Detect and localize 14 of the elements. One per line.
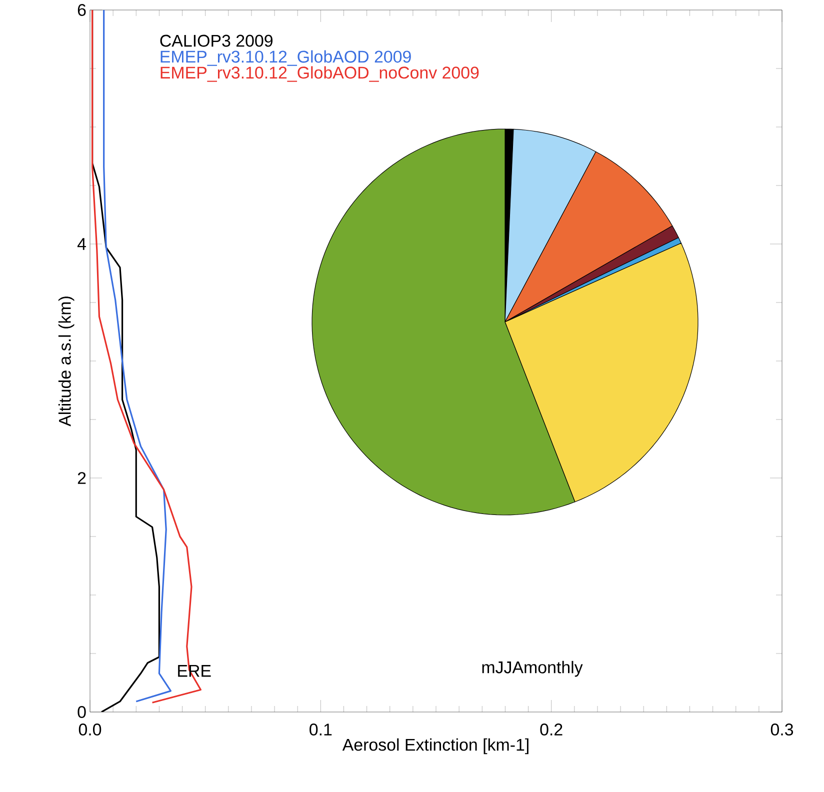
- y-tick-label: 0: [78, 706, 86, 718]
- x-tick-label: 0.0: [78, 724, 102, 736]
- y-tick-label: 2: [78, 472, 86, 484]
- x-axis-title: Aerosol Extinction [km-1]: [342, 738, 528, 754]
- x-tick-label: 0.1: [310, 724, 332, 736]
- annotation: mJJAmonthly: [482, 660, 583, 677]
- y-tick-label: 6: [78, 4, 86, 16]
- text: EMEP_rv3.10.12_GlobAOD 2009: [160, 50, 411, 66]
- x-tick-label: 0.2: [540, 724, 562, 736]
- x-tick-label: 0.3: [770, 724, 794, 736]
- y-tick-label: 4: [77, 238, 86, 250]
- text: EMEP_rv3.10.12_GlobAOD_noConv 2009: [160, 66, 479, 82]
- text: CALIOP3 2009: [160, 34, 273, 47]
- y-axis-title: Altitude a.s.l (km): [58, 296, 74, 426]
